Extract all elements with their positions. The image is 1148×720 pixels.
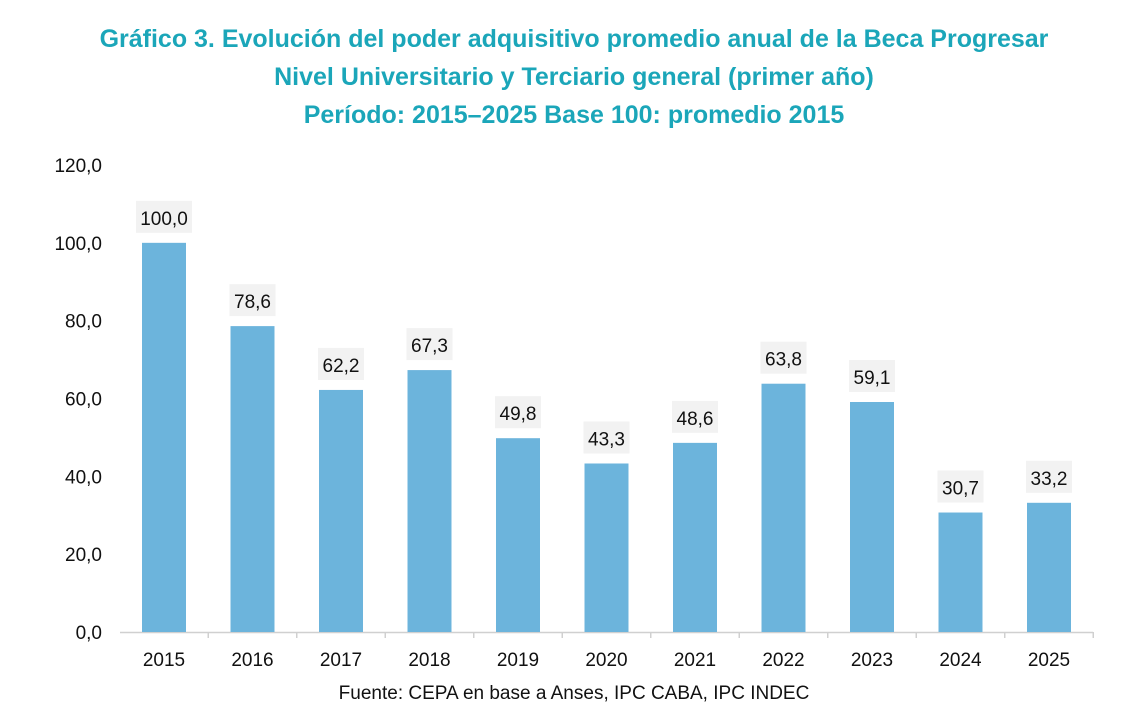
bar [496, 438, 540, 632]
x-tick-label: 2025 [1028, 650, 1070, 671]
data-label-box [136, 200, 192, 233]
x-tick-label: 2016 [231, 650, 273, 671]
title-line-2: Nivel Universitario y Terciario general … [274, 63, 874, 91]
bar [319, 389, 363, 632]
y-tick-label: 80,0 [65, 312, 102, 333]
data-label: 59,1 [854, 368, 891, 389]
data-label: 62,2 [323, 356, 360, 377]
x-tick-label: 2024 [939, 650, 982, 671]
y-tick-label: 40,0 [65, 467, 102, 488]
data-label: 33,2 [1031, 469, 1068, 490]
bar [1027, 502, 1071, 632]
bar [142, 242, 186, 633]
y-tick-label: 120,0 [54, 156, 102, 177]
data-label: 43,3 [588, 429, 625, 450]
data-label-box [672, 400, 718, 433]
data-label: 78,6 [234, 292, 271, 313]
x-tick-label: 2017 [320, 650, 362, 671]
data-label-box [937, 470, 984, 503]
x-tick-label: 2023 [851, 650, 893, 671]
source-note: Fuente: CEPA en base a Anses, IPC CABA, … [338, 683, 810, 704]
y-tick-label: 100,0 [54, 234, 102, 255]
x-tick-label: 2022 [762, 650, 804, 671]
bar [938, 512, 983, 632]
data-label: 30,7 [942, 479, 979, 500]
bar [761, 383, 806, 632]
bar [407, 370, 452, 632]
data-label: 49,8 [500, 404, 537, 425]
data-label: 67,3 [411, 336, 448, 357]
bar [584, 463, 629, 632]
x-tick-label: 2021 [674, 650, 716, 671]
title-line-1: Gráfico 3. Evolución del poder adquisiti… [99, 25, 1049, 53]
data-label-box [229, 284, 276, 317]
x-tick-label: 2018 [408, 650, 450, 671]
data-label-box [318, 347, 364, 380]
bar [230, 326, 275, 632]
x-tick-label: 2015 [143, 650, 185, 671]
data-label-box [849, 360, 895, 393]
y-tick-label: 60,0 [65, 390, 102, 411]
y-tick-label: 0,0 [76, 623, 102, 644]
bar [850, 402, 894, 632]
data-label-box [760, 341, 807, 374]
data-label-box [406, 328, 453, 361]
data-label-box [1026, 460, 1072, 493]
y-tick-label: 20,0 [65, 545, 102, 566]
data-label-box [495, 396, 541, 429]
chart-title: Gráfico 3. Evolución del poder adquisiti… [0, 20, 1148, 134]
data-label: 100,0 [140, 209, 188, 230]
data-label: 63,8 [765, 350, 802, 371]
bar [673, 442, 717, 632]
x-tick-label: 2020 [585, 650, 627, 671]
x-tick-label: 2019 [497, 650, 539, 671]
title-line-3: Período: 2015–2025 Base 100: promedio 20… [303, 101, 845, 129]
data-label-box [583, 421, 630, 454]
data-label: 48,6 [677, 409, 714, 430]
